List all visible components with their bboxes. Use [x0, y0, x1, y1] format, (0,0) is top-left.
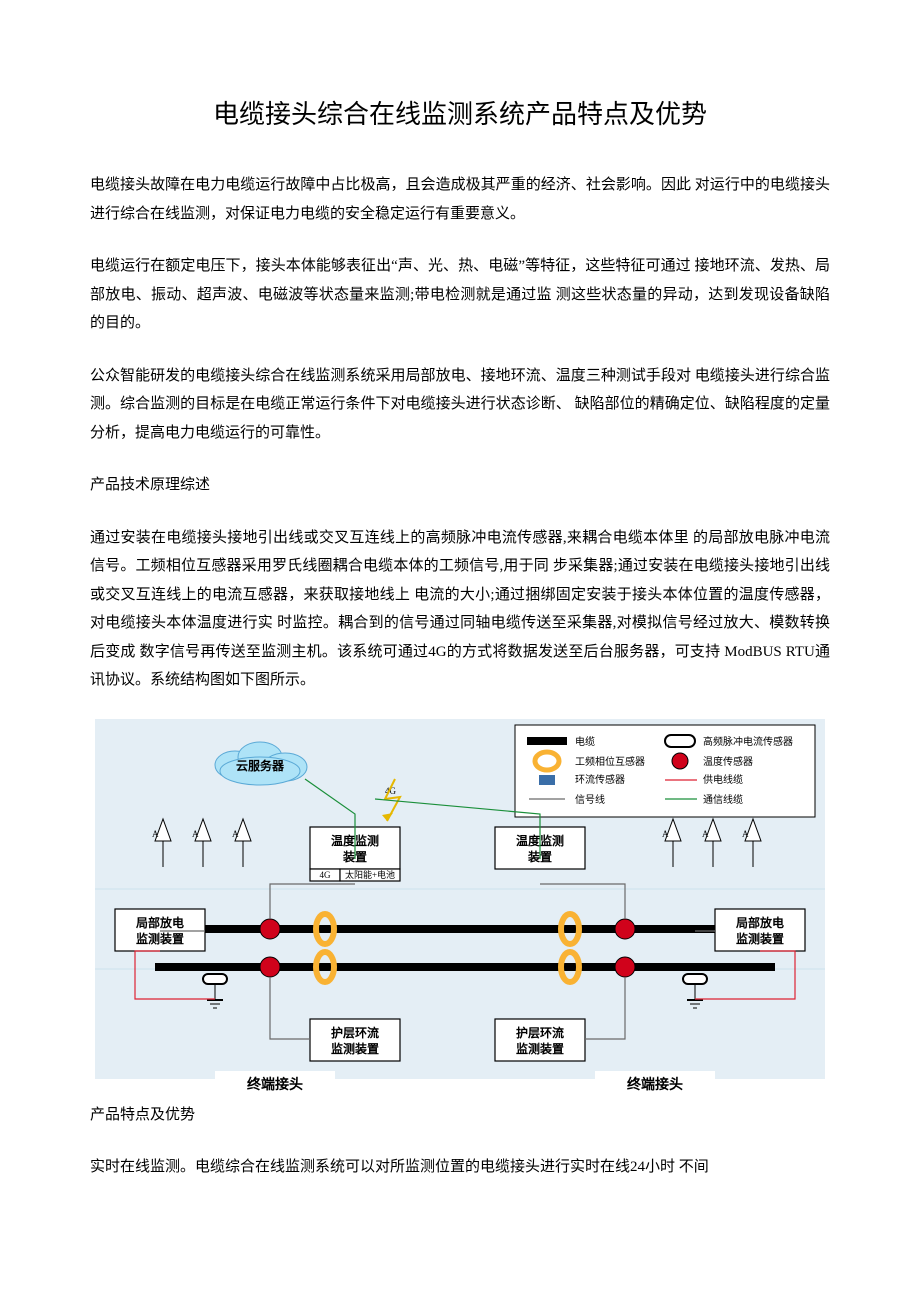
sheath-monitor-box-right: 护层环流 监测装置	[495, 1019, 585, 1061]
svg-text:监测装置: 监测装置	[736, 931, 784, 946]
legend-hf-sensor: 高频脉冲电流传感器	[703, 735, 793, 748]
svg-text:A: A	[742, 829, 749, 839]
legend-cable: 电缆	[575, 735, 595, 748]
legend-temp: 温度传感器	[703, 755, 753, 768]
paragraph-principle: 通过安装在电缆接头接地引出线或交叉互连线上的高频脉冲电流传感器,来耦合电缆本体里…	[90, 524, 830, 695]
cloud-label: 云服务器	[236, 758, 285, 773]
svg-text:监测装置: 监测装置	[331, 1041, 379, 1056]
paragraph-intro-1: 电缆接头故障在电力电缆运行故障中占比极高，且会造成极其严重的经济、社会影响。因此…	[90, 171, 830, 228]
svg-text:A: A	[662, 829, 669, 839]
svg-text:A: A	[192, 829, 199, 839]
svg-text:A: A	[702, 829, 709, 839]
svg-text:A: A	[232, 829, 239, 839]
page-title: 电缆接头综合在线监测系统产品特点及优势	[90, 90, 830, 139]
sheath-monitor-box-left: 护层环流 监测装置	[310, 1019, 400, 1061]
svg-text:局部放电: 局部放电	[136, 915, 184, 930]
svg-text:太阳能+电池: 太阳能+电池	[345, 869, 395, 880]
legend-comm: 通信线缆	[703, 793, 743, 806]
svg-text:A: A	[152, 829, 159, 839]
legend-box: 电缆 高频脉冲电流传感器 工频相位互感器 温度传感器 环流传感器 供电线缆 信号…	[515, 725, 815, 817]
svg-text:监测装置: 监测装置	[136, 931, 184, 946]
legend-power: 供电线缆	[703, 773, 743, 786]
legend-signal: 信号线	[575, 793, 605, 806]
paragraph-features: 实时在线监测。电缆综合在线监测系统可以对所监测位置的电缆接头进行实时在线24小时…	[90, 1153, 830, 1182]
legend-loop: 环流传感器	[575, 773, 625, 786]
terminal-label-right: 终端接头	[627, 1076, 683, 1092]
legend-phase: 工频相位互感器	[575, 755, 645, 768]
pd-monitor-box-left: 局部放电 监测装置	[115, 909, 205, 951]
pd-monitor-box-right: 局部放电 监测装置	[715, 909, 805, 951]
svg-text:护层环流: 护层环流	[516, 1025, 564, 1040]
svg-text:4G: 4G	[320, 870, 332, 880]
section-heading-features: 产品特点及优势	[90, 1101, 830, 1130]
terminal-label-left: 终端接头	[247, 1076, 303, 1092]
paragraph-intro-2: 电缆运行在额定电压下，接头本体能够表征出“声、光、热、电磁”等特征，这些特征可通…	[90, 252, 830, 338]
svg-text:护层环流: 护层环流	[331, 1025, 379, 1040]
paragraph-intro-3: 公众智能研发的电缆接头综合在线监测系统采用局部放电、接地环流、温度三种测试手段对…	[90, 362, 830, 448]
system-structure-diagram: 电缆 高频脉冲电流传感器 工频相位互感器 温度传感器 环流传感器 供电线缆 信号…	[90, 719, 830, 1099]
section-heading-principle: 产品技术原理综述	[90, 471, 830, 500]
svg-text:监测装置: 监测装置	[516, 1041, 564, 1056]
svg-text:局部放电: 局部放电	[736, 915, 784, 930]
